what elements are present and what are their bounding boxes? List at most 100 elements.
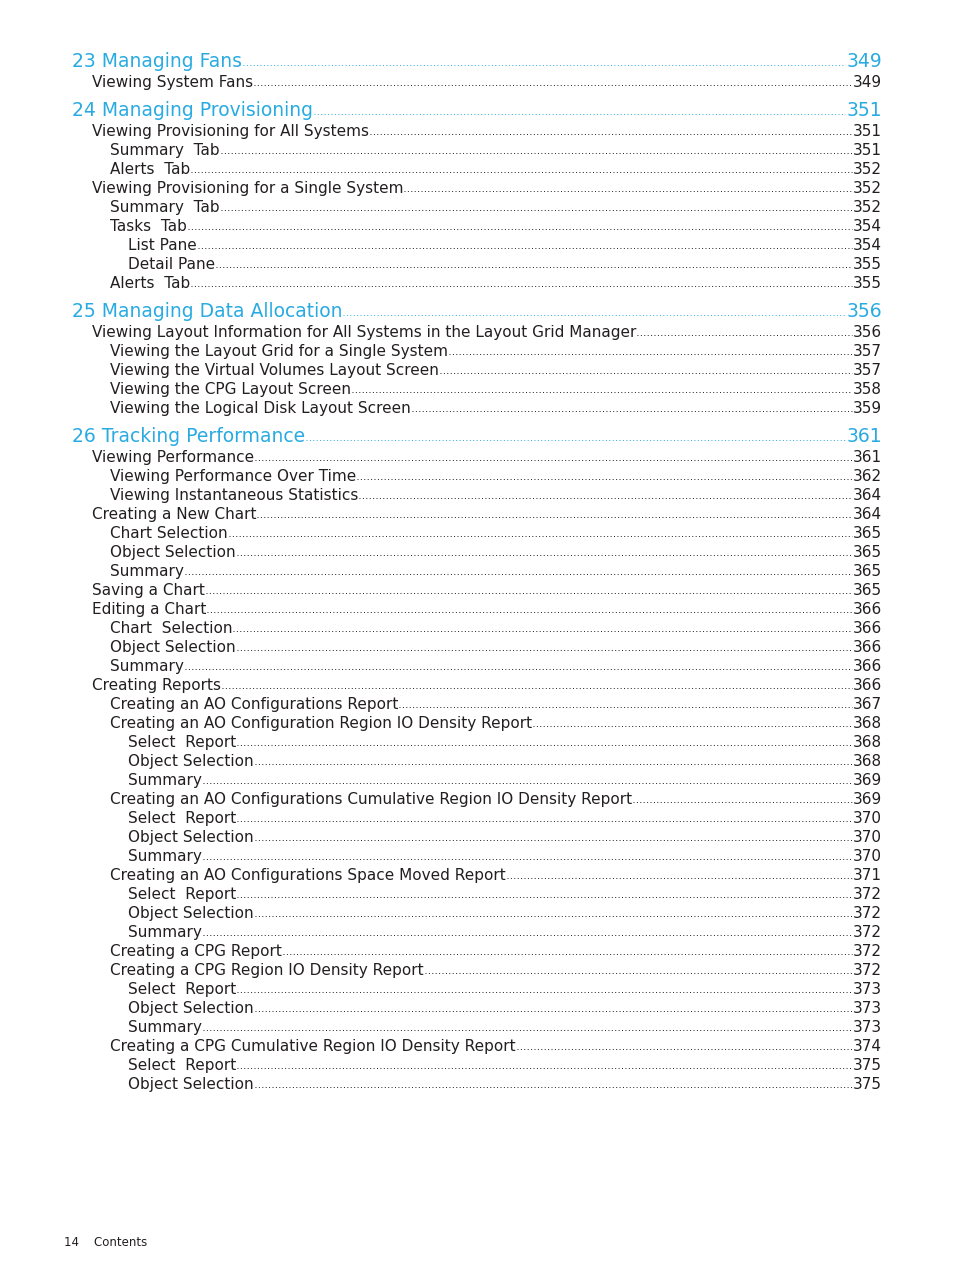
Text: 351: 351 xyxy=(845,100,882,119)
Text: 351: 351 xyxy=(852,125,882,139)
Text: 372: 372 xyxy=(852,925,882,941)
Text: 373: 373 xyxy=(852,1021,882,1035)
Text: 358: 358 xyxy=(852,383,882,397)
Text: Saving a Chart: Saving a Chart xyxy=(91,583,205,597)
Text: Summary: Summary xyxy=(110,658,184,674)
Text: Editing a Chart: Editing a Chart xyxy=(91,602,206,616)
Text: 368: 368 xyxy=(852,716,882,731)
Text: Viewing Instantaneous Statistics: Viewing Instantaneous Statistics xyxy=(110,488,358,503)
Text: Summary: Summary xyxy=(128,1021,202,1035)
Text: Select  Report: Select Report xyxy=(128,887,236,902)
Text: Creating a CPG Report: Creating a CPG Report xyxy=(110,944,281,960)
Text: 25 Managing Data Allocation: 25 Managing Data Allocation xyxy=(71,302,342,322)
Text: Object Selection: Object Selection xyxy=(128,1002,253,1016)
Text: 364: 364 xyxy=(852,507,882,522)
Text: Creating an AO Configurations Report: Creating an AO Configurations Report xyxy=(110,697,398,712)
Text: Viewing Performance Over Time: Viewing Performance Over Time xyxy=(110,469,355,484)
Text: 352: 352 xyxy=(852,161,882,177)
Text: 370: 370 xyxy=(852,849,882,864)
Text: 352: 352 xyxy=(852,200,882,215)
Text: Summary: Summary xyxy=(128,849,202,864)
Text: 372: 372 xyxy=(852,944,882,960)
Text: Detail Pane: Detail Pane xyxy=(128,257,214,272)
Text: 370: 370 xyxy=(852,830,882,845)
Text: 366: 366 xyxy=(852,622,882,636)
Text: Creating an AO Configuration Region IO Density Report: Creating an AO Configuration Region IO D… xyxy=(110,716,532,731)
Text: 359: 359 xyxy=(852,400,882,416)
Text: 355: 355 xyxy=(852,257,882,272)
Text: Object Selection: Object Selection xyxy=(110,545,235,561)
Text: Viewing the Layout Grid for a Single System: Viewing the Layout Grid for a Single Sys… xyxy=(110,344,448,358)
Text: Viewing Provisioning for a Single System: Viewing Provisioning for a Single System xyxy=(91,180,403,196)
Text: 365: 365 xyxy=(852,564,882,580)
Text: 368: 368 xyxy=(852,754,882,769)
Text: 354: 354 xyxy=(852,219,882,234)
Text: 362: 362 xyxy=(852,469,882,484)
Text: 351: 351 xyxy=(852,144,882,158)
Text: Select  Report: Select Report xyxy=(128,735,236,750)
Text: 354: 354 xyxy=(852,238,882,253)
Text: 366: 366 xyxy=(852,602,882,616)
Text: Viewing Provisioning for All Systems: Viewing Provisioning for All Systems xyxy=(91,125,369,139)
Text: Viewing the CPG Layout Screen: Viewing the CPG Layout Screen xyxy=(110,383,351,397)
Text: Object Selection: Object Selection xyxy=(128,906,253,921)
Text: Chart Selection: Chart Selection xyxy=(110,526,228,541)
Text: 357: 357 xyxy=(852,344,882,358)
Text: Viewing Layout Information for All Systems in the Layout Grid Manager: Viewing Layout Information for All Syste… xyxy=(91,325,636,341)
Text: Creating an AO Configurations Space Moved Report: Creating an AO Configurations Space Move… xyxy=(110,868,505,883)
Text: 369: 369 xyxy=(852,773,882,788)
Text: 365: 365 xyxy=(852,545,882,561)
Text: Select  Report: Select Report xyxy=(128,1057,236,1073)
Text: 372: 372 xyxy=(852,963,882,977)
Text: 370: 370 xyxy=(852,811,882,826)
Text: Object Selection: Object Selection xyxy=(128,754,253,769)
Text: 14    Contents: 14 Contents xyxy=(64,1235,147,1249)
Text: 361: 361 xyxy=(845,427,882,446)
Text: Viewing Performance: Viewing Performance xyxy=(91,450,253,465)
Text: 366: 366 xyxy=(852,641,882,655)
Text: Select  Report: Select Report xyxy=(128,982,236,996)
Text: 349: 349 xyxy=(845,52,882,71)
Text: 367: 367 xyxy=(852,697,882,712)
Text: 352: 352 xyxy=(852,180,882,196)
Text: 361: 361 xyxy=(852,450,882,465)
Text: Select  Report: Select Report xyxy=(128,811,236,826)
Text: 373: 373 xyxy=(852,1002,882,1016)
Text: Chart  Selection: Chart Selection xyxy=(110,622,233,636)
Text: 355: 355 xyxy=(852,276,882,291)
Text: List Pane: List Pane xyxy=(128,238,196,253)
Text: Object Selection: Object Selection xyxy=(110,641,235,655)
Text: 368: 368 xyxy=(852,735,882,750)
Text: 365: 365 xyxy=(852,583,882,597)
Text: 372: 372 xyxy=(852,887,882,902)
Text: Object Selection: Object Selection xyxy=(128,830,253,845)
Text: Creating a CPG Cumulative Region IO Density Report: Creating a CPG Cumulative Region IO Dens… xyxy=(110,1038,515,1054)
Text: Summary: Summary xyxy=(128,925,202,941)
Text: 373: 373 xyxy=(852,982,882,996)
Text: Alerts  Tab: Alerts Tab xyxy=(110,276,190,291)
Text: 356: 356 xyxy=(852,325,882,341)
Text: 372: 372 xyxy=(852,906,882,921)
Text: 369: 369 xyxy=(852,792,882,807)
Text: Summary: Summary xyxy=(128,773,202,788)
Text: 366: 366 xyxy=(852,677,882,693)
Text: 24 Managing Provisioning: 24 Managing Provisioning xyxy=(71,100,313,119)
Text: 374: 374 xyxy=(852,1038,882,1054)
Text: 375: 375 xyxy=(852,1057,882,1073)
Text: Summary  Tab: Summary Tab xyxy=(110,144,219,158)
Text: Viewing the Virtual Volumes Layout Screen: Viewing the Virtual Volumes Layout Scree… xyxy=(110,364,438,377)
Text: Alerts  Tab: Alerts Tab xyxy=(110,161,190,177)
Text: Tasks  Tab: Tasks Tab xyxy=(110,219,187,234)
Text: Creating a New Chart: Creating a New Chart xyxy=(91,507,256,522)
Text: 375: 375 xyxy=(852,1077,882,1092)
Text: Creating Reports: Creating Reports xyxy=(91,677,221,693)
Text: 366: 366 xyxy=(852,658,882,674)
Text: Creating a CPG Region IO Density Report: Creating a CPG Region IO Density Report xyxy=(110,963,423,977)
Text: 364: 364 xyxy=(852,488,882,503)
Text: Summary  Tab: Summary Tab xyxy=(110,200,219,215)
Text: 356: 356 xyxy=(845,302,882,322)
Text: 371: 371 xyxy=(852,868,882,883)
Text: 26 Tracking Performance: 26 Tracking Performance xyxy=(71,427,305,446)
Text: Viewing the Logical Disk Layout Screen: Viewing the Logical Disk Layout Screen xyxy=(110,400,411,416)
Text: Summary: Summary xyxy=(110,564,184,580)
